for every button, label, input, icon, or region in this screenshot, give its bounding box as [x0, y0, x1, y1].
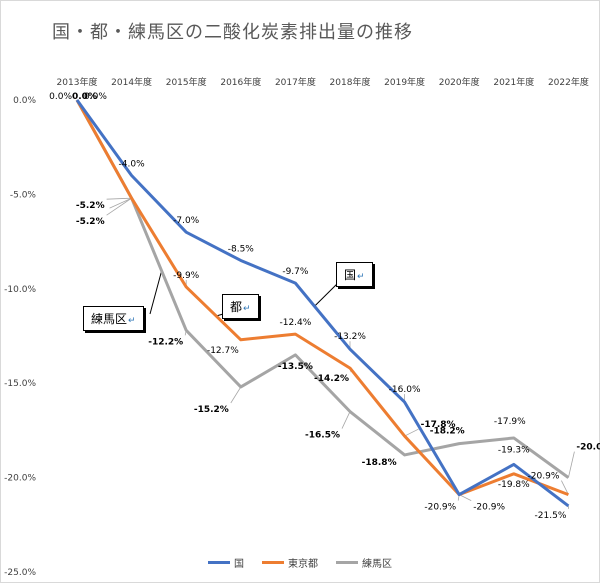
data-label: -12.7%: [207, 346, 239, 356]
data-label: -20.9%: [473, 503, 505, 513]
series-line: [75, 99, 570, 508]
x-tick-label: 2020年度: [439, 76, 480, 88]
x-tick-label: 2021年度: [493, 76, 534, 88]
y-tick-label: -25.0%: [4, 568, 36, 578]
data-label: -20.0%: [576, 443, 600, 453]
data-label: -13.5%: [278, 362, 313, 372]
data-label: -7.0%: [173, 216, 200, 226]
x-tick-label: 2016年度: [220, 76, 261, 88]
data-label: -17.8%: [421, 420, 456, 430]
y-tick-label: -5.0%: [10, 190, 37, 200]
data-label: -16.5%: [305, 431, 340, 441]
y-tick-label: 0.0%: [13, 96, 36, 106]
data-label: -15.2%: [194, 405, 229, 415]
data-label: -16.0%: [389, 385, 421, 395]
data-label: -20.9%: [424, 503, 456, 513]
legend-label-kuni: 国: [234, 559, 244, 570]
series-line: [75, 99, 570, 479]
data-label: -9.7%: [282, 267, 309, 277]
label-leader-line: [230, 386, 242, 404]
chart-title: 国・都・練馬区の二酸化炭素排出量の推移: [52, 22, 413, 43]
x-tick-label: 2018年度: [330, 76, 371, 88]
legend: 国 東京都 練馬区: [0, 555, 600, 570]
x-tick-label: 2017年度: [275, 76, 316, 88]
x-tick-label: 2022年度: [548, 76, 589, 88]
label-leader-line: [341, 411, 351, 429]
x-tick-label: 2019年度: [384, 76, 425, 88]
data-label: -18.8%: [362, 458, 397, 468]
label-leader-line: [568, 451, 575, 478]
x-tick-label: 2015年度: [166, 76, 207, 88]
y-tick-label: -15.0%: [4, 379, 36, 389]
legend-swatch-kuni: [208, 561, 230, 564]
y-tick-label: -20.0%: [4, 474, 36, 484]
callout-nerima: 練馬区↵: [83, 306, 144, 331]
label-leader-line: [459, 494, 472, 501]
data-label: -21.5%: [535, 511, 567, 521]
series-line: [75, 99, 569, 497]
data-label: -20.9%: [528, 472, 560, 482]
x-tick-label: 2013年度: [57, 76, 98, 88]
label-leader-line: [106, 197, 132, 216]
data-label: -5.2%: [76, 217, 105, 227]
legend-item-tokyo: 東京都: [262, 555, 318, 570]
legend-item-nerima: 練馬区: [336, 555, 392, 570]
data-label: -12.4%: [279, 318, 311, 328]
data-label: -14.2%: [314, 374, 349, 384]
data-label: -19.3%: [498, 445, 530, 455]
callout-pointer: [149, 270, 163, 315]
legend-label-tokyo: 東京都: [288, 559, 318, 570]
y-tick-label: -10.0%: [4, 285, 36, 295]
legend-swatch-nerima: [336, 561, 358, 564]
data-label: -4.0%: [119, 160, 146, 170]
data-label: -13.2%: [334, 332, 366, 342]
label-leader-line: [109, 197, 132, 209]
label-leader-line: [404, 428, 419, 437]
legend-label-nerima: 練馬区: [362, 559, 392, 570]
data-label: -18.2%: [430, 427, 465, 437]
legend-swatch-tokyo: [262, 561, 284, 564]
data-label: -19.8%: [498, 480, 530, 490]
data-label: -12.2%: [148, 337, 183, 347]
label-leader-line: [106, 197, 132, 200]
label-leader-line: [561, 480, 569, 495]
data-label: 0.0%: [72, 92, 97, 102]
data-label: -8.5%: [228, 244, 255, 254]
x-tick-label: 2014年度: [111, 76, 152, 88]
data-label: -5.2%: [76, 201, 105, 211]
data-label: 0.0%: [49, 92, 72, 102]
callout-to: 都↵: [222, 294, 259, 319]
data-label: -17.9%: [494, 417, 526, 427]
data-label: -9.9%: [173, 271, 200, 281]
data-label: 0.0%: [84, 92, 107, 102]
callout-kuni: 国↵: [336, 262, 373, 287]
legend-item-kuni: 国: [208, 555, 244, 570]
callout-pointer: [314, 280, 341, 307]
